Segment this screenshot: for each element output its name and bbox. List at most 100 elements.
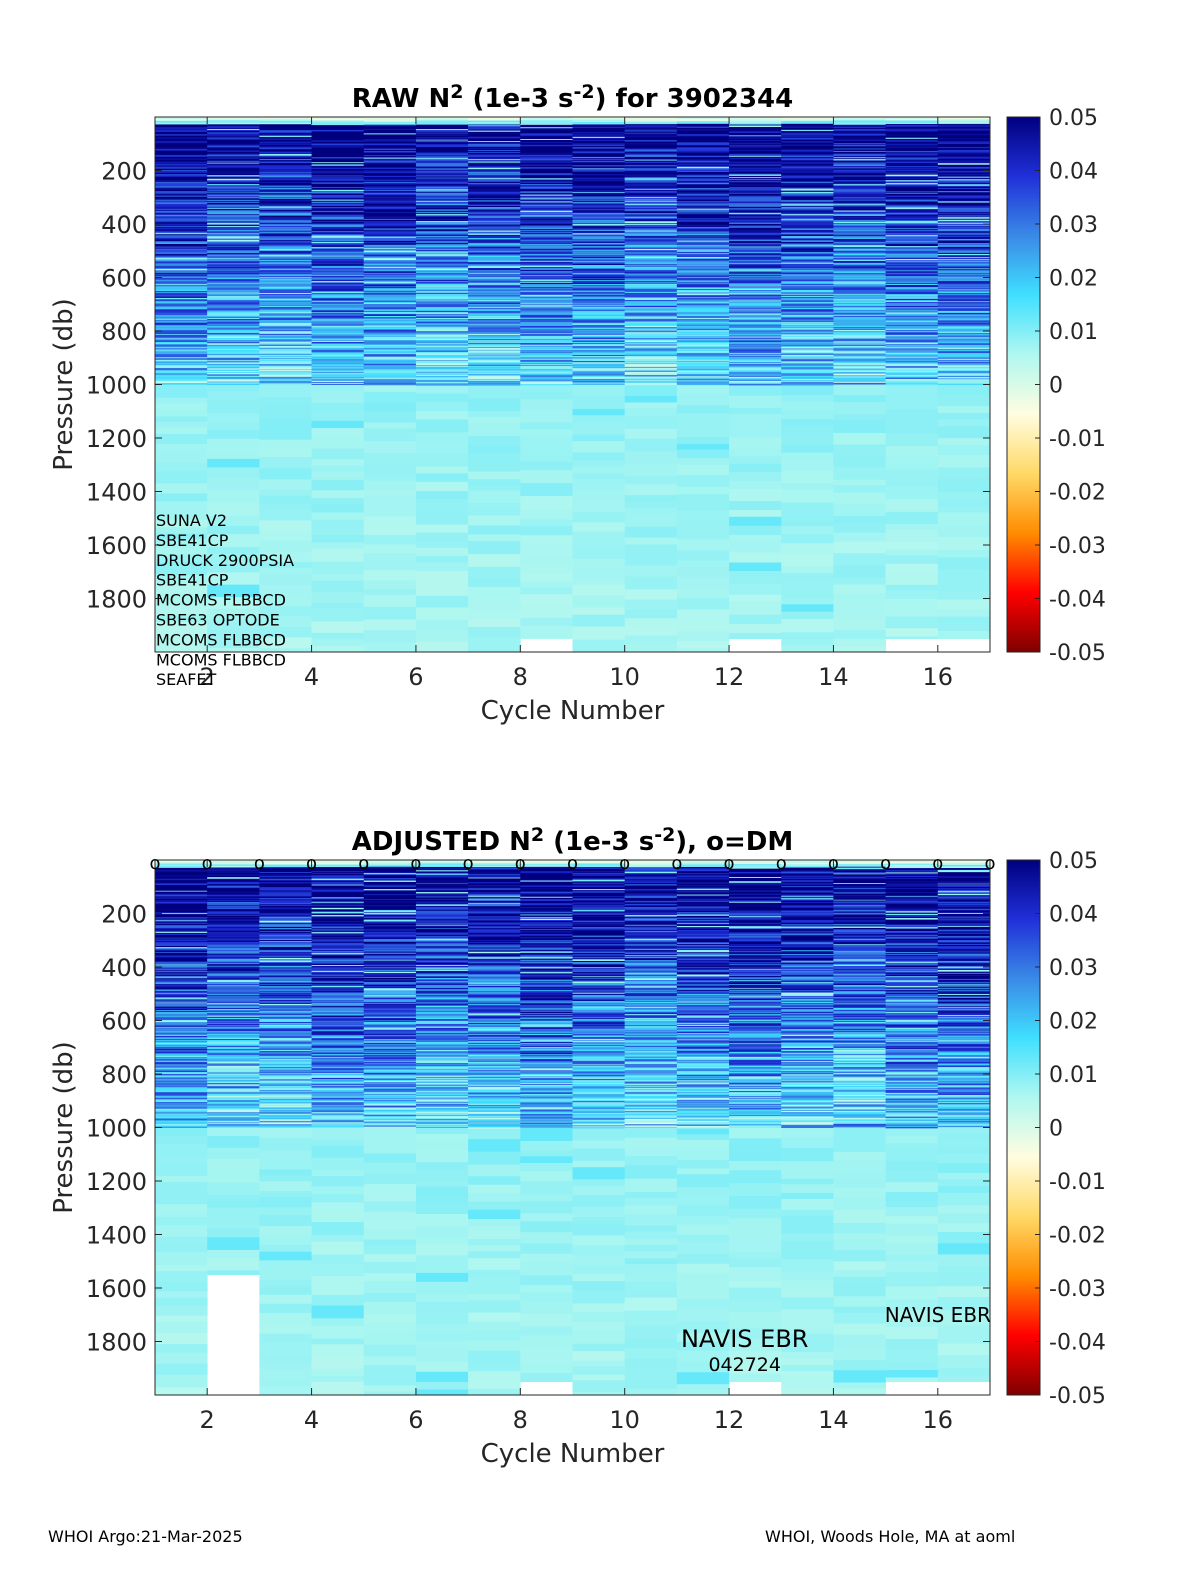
- heatmap-cell: [364, 474, 417, 481]
- heatmap-cell: [520, 544, 573, 556]
- heatmap-cell: [938, 385, 991, 396]
- heatmap-cell: [573, 532, 626, 541]
- heatmap-cell: [886, 512, 939, 525]
- heatmap-cell: [520, 385, 573, 391]
- heatmap-cell: [364, 643, 417, 653]
- heatmap-cell: [938, 582, 991, 591]
- heatmap-cell: [155, 1353, 208, 1364]
- heatmap-cell: [677, 465, 730, 475]
- heatmap-cell: [677, 598, 730, 610]
- y-axis-label: Pressure (db): [49, 298, 79, 471]
- heatmap-cell: [781, 639, 834, 646]
- heatmap-cell: [781, 385, 834, 395]
- heatmap-cell: [364, 523, 417, 535]
- heatmap-cell: [468, 472, 521, 480]
- heatmap-cell: [155, 1344, 208, 1353]
- heatmap-cell: [468, 619, 521, 627]
- heatmap-cell: [312, 421, 365, 429]
- heatmap-cell: [312, 535, 365, 543]
- heatmap-cell: [781, 433, 834, 445]
- heatmap-cell: [677, 503, 730, 511]
- heatmap-cell: [833, 553, 886, 565]
- heatmap-cell: [781, 471, 834, 484]
- heatmap-cell: [938, 617, 991, 624]
- heatmap-cell: [886, 616, 939, 628]
- heatmap-cell: [416, 386, 469, 394]
- heatmap-cell: [416, 596, 469, 608]
- cycle-column-13: [781, 117, 834, 652]
- y-tick-label: 600: [101, 265, 147, 293]
- cycle-column-14: [833, 117, 886, 652]
- colorbar-tick-label: 0: [1049, 374, 1063, 399]
- heatmap-cell: [833, 584, 886, 593]
- heatmap-cell: [677, 449, 730, 458]
- heatmap-cell: [207, 459, 260, 468]
- heatmap-cell: [468, 554, 521, 567]
- heatmap-cell: [312, 410, 365, 421]
- heatmap-cell: [833, 542, 886, 554]
- cycle-column-9: [573, 117, 626, 652]
- heatmap-cell: [677, 413, 730, 421]
- heatmap-cell: [938, 570, 991, 583]
- heatmap-cell: [886, 433, 939, 446]
- heatmap-cell: [155, 385, 208, 398]
- heatmap-cell: [155, 427, 208, 434]
- heatmap-cell: [468, 423, 521, 436]
- heatmap-cell: [364, 580, 417, 589]
- heatmap-cell: [781, 521, 834, 527]
- heatmap-cell: [155, 1322, 208, 1334]
- heatmap-cell: [729, 615, 782, 625]
- cycle-column-15: [886, 117, 939, 639]
- heatmap-cell: [155, 1265, 208, 1272]
- heatmap-cell: [729, 481, 782, 489]
- heatmap-cell: [677, 511, 730, 522]
- heatmap-cell: [886, 628, 939, 637]
- heatmap-cell: [781, 526, 834, 535]
- heatmap-cell: [520, 470, 573, 483]
- heatmap-cell: [155, 1217, 208, 1226]
- heatmap-cell: [364, 517, 417, 524]
- heatmap-cell: [364, 428, 417, 441]
- heatmap-cell: [938, 631, 991, 639]
- heatmap-cell: [520, 626, 573, 639]
- heatmap-cell: [259, 520, 312, 530]
- heatmap-cell: [729, 526, 782, 536]
- heatmap-cell: [416, 473, 469, 482]
- heatmap-cell: [729, 414, 782, 426]
- heatmap-cell: [573, 415, 626, 424]
- heatmap-cell: [573, 473, 626, 479]
- heatmap-cell: [312, 428, 365, 436]
- heatmap-cell: [364, 619, 417, 630]
- heatmap-cell: [259, 496, 312, 505]
- heatmap-cell: [729, 571, 782, 584]
- heatmap-cell: [207, 490, 260, 503]
- heatmap-cell: [520, 573, 573, 582]
- heatmap-cell: [312, 403, 365, 411]
- y-tick-label: 200: [101, 158, 147, 186]
- heatmap-cell: [938, 492, 991, 500]
- heatmap-cell: [155, 1387, 208, 1395]
- heatmap-cell: [155, 1163, 208, 1176]
- x-tick-label: 12: [714, 663, 745, 691]
- heatmap-cell: [677, 475, 730, 487]
- heatmap-cell: [207, 413, 260, 423]
- heatmap-cell: [886, 585, 939, 591]
- heatmap-cell: [625, 610, 678, 619]
- x-tick-label: 16: [923, 663, 954, 691]
- heatmap-cell: [729, 501, 782, 510]
- heatmap-cell: [833, 456, 886, 467]
- heatmap-cell: [886, 599, 939, 611]
- heatmap-cell: [833, 618, 886, 631]
- colorbar-tick-label: 0.05: [1049, 106, 1098, 131]
- heatmap-cell: [781, 646, 834, 652]
- heatmap-cell: [833, 385, 886, 396]
- heatmap-cell: [625, 538, 678, 545]
- heatmap-cell: [259, 417, 312, 430]
- sensor-label: SUNA V2: [156, 511, 227, 530]
- heatmap-cell: [520, 594, 573, 605]
- heatmap-cell: [155, 1364, 208, 1375]
- heatmap-cell: [312, 542, 365, 549]
- heatmap-cell: [781, 410, 834, 420]
- heatmap-cell: [573, 396, 626, 409]
- heatmap-cell: [520, 399, 573, 410]
